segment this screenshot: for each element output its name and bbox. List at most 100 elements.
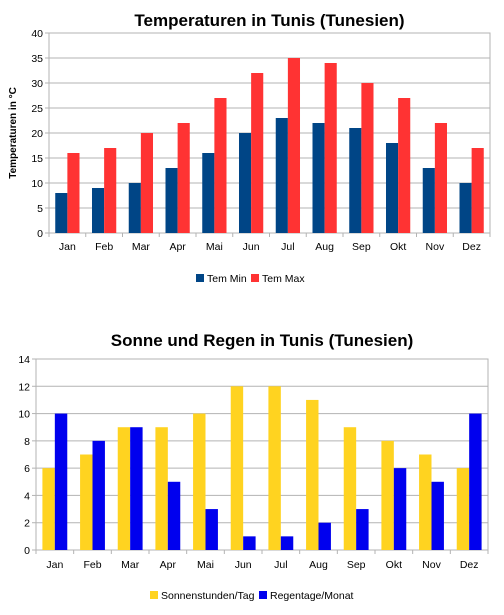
bar-sonnenstunden-tag bbox=[419, 454, 432, 550]
x-tick-label: Sep bbox=[347, 559, 366, 571]
legend: Tem Min Tem Max bbox=[196, 273, 305, 285]
x-tick-label: Jul bbox=[281, 241, 294, 253]
legend-label: Tem Min bbox=[207, 273, 247, 285]
y-tick-label: 4 bbox=[24, 490, 30, 502]
bar-tem-min bbox=[238, 133, 252, 233]
bar-tem-min bbox=[91, 188, 105, 233]
bar-tem-max bbox=[104, 148, 117, 233]
x-tick-label: Nov bbox=[426, 241, 445, 253]
bar-tem-max bbox=[140, 133, 154, 233]
x-tick-label: Apr bbox=[160, 559, 177, 571]
x-tick-label: Aug bbox=[309, 559, 328, 571]
bar-tem-min bbox=[385, 143, 399, 233]
legend-swatch bbox=[196, 274, 204, 282]
legend-swatch bbox=[251, 274, 259, 282]
x-tick-label: Dez bbox=[462, 241, 481, 253]
y-tick-label: 35 bbox=[31, 53, 43, 65]
x-tick-label: Feb bbox=[95, 241, 113, 253]
bar-tem-max bbox=[471, 148, 484, 233]
legend-label: Sonnenstunden/Tag bbox=[161, 590, 255, 602]
x-tick-label: Mai bbox=[206, 241, 223, 253]
legend-label: Regentage/Monat bbox=[270, 590, 354, 602]
y-tick-label: 30 bbox=[31, 78, 43, 90]
y-tick-label: 8 bbox=[24, 436, 30, 448]
bar-sonnenstunden-tag bbox=[306, 399, 319, 550]
bar-tem-max bbox=[287, 58, 301, 233]
bar-regentage-monat bbox=[54, 413, 68, 550]
bar-regentage-monat bbox=[393, 468, 407, 550]
y-tick-label: 14 bbox=[18, 354, 30, 366]
bar-sonnenstunden-tag bbox=[193, 413, 206, 550]
bar-sonnenstunden-tag bbox=[42, 468, 55, 550]
bar-tem-min bbox=[128, 183, 141, 233]
bar-regentage-monat bbox=[431, 481, 444, 550]
x-tick-label: Aug bbox=[315, 241, 334, 253]
chart-title: Sonne und Regen in Tunis (Tunesien) bbox=[111, 331, 414, 350]
x-tick-label: Okt bbox=[386, 559, 402, 571]
bar-sonnenstunden-tag bbox=[381, 440, 394, 550]
y-tick-label: 10 bbox=[31, 178, 43, 190]
x-tick-label: Mai bbox=[197, 559, 214, 571]
x-tick-label: Okt bbox=[390, 241, 406, 253]
bar-tem-max bbox=[67, 153, 80, 233]
bar-regentage-monat bbox=[243, 536, 256, 550]
bar-tem-max bbox=[361, 83, 374, 233]
x-tick-label: Jul bbox=[274, 559, 287, 571]
bar-tem-max bbox=[177, 123, 190, 233]
y-tick-label: 25 bbox=[31, 103, 43, 115]
bar-regentage-monat bbox=[356, 509, 369, 550]
x-tick-label: Jun bbox=[243, 241, 260, 253]
x-tick-label: Apr bbox=[169, 241, 186, 253]
bar-regentage-monat bbox=[280, 536, 294, 550]
y-tick-label: 12 bbox=[18, 381, 30, 393]
bar-sonnenstunden-tag bbox=[268, 386, 281, 550]
chart-2: Sonne und Regen in Tunis (Tunesien) 0 2 4 6 8… bbox=[18, 331, 489, 602]
bar-sonnenstunden-tag bbox=[230, 386, 244, 550]
bar-tem-min bbox=[202, 153, 215, 233]
y-tick-label: 15 bbox=[31, 153, 43, 165]
x-tick-label: Mar bbox=[121, 559, 140, 571]
x-tick-label: Mar bbox=[132, 241, 151, 253]
x-tick-label: Dez bbox=[460, 559, 479, 571]
x-tick-label: Sep bbox=[352, 241, 371, 253]
bar-tem-max bbox=[324, 63, 337, 233]
plot-area bbox=[35, 358, 489, 551]
bar-regentage-monat bbox=[92, 440, 105, 550]
legend: Sonnenstunden/Tag Regentage/Monat bbox=[150, 590, 354, 602]
y-axis-label: Temperaturen in °C bbox=[8, 87, 19, 179]
x-tick-label: Nov bbox=[422, 559, 441, 571]
bar-regentage-monat bbox=[469, 413, 482, 550]
bar-tem-min bbox=[312, 123, 325, 233]
bar-tem-max bbox=[251, 73, 264, 233]
legend-swatch bbox=[150, 591, 158, 599]
x-tick-label: Feb bbox=[83, 559, 101, 571]
bar-tem-max bbox=[398, 98, 411, 233]
bar-tem-min bbox=[165, 168, 178, 233]
chart-title: Temperaturen in Tunis (Tunesien) bbox=[134, 11, 404, 30]
bar-sonnenstunden-tag bbox=[117, 427, 131, 550]
legend-swatch bbox=[259, 591, 267, 599]
y-tick-label: 6 bbox=[24, 463, 30, 475]
y-tick-label: 0 bbox=[37, 228, 43, 240]
legend-label: Tem Max bbox=[262, 273, 305, 285]
bar-regentage-monat bbox=[130, 427, 143, 550]
bar-tem-min bbox=[422, 168, 435, 233]
bar-regentage-monat bbox=[167, 481, 181, 550]
bar-sonnenstunden-tag bbox=[155, 427, 168, 550]
bar-tem-min bbox=[55, 193, 68, 233]
chart-1: Temperaturen in Tunis (Tunesien) 0 5 10 15 20… bbox=[8, 11, 491, 285]
bar-sonnenstunden-tag bbox=[80, 454, 93, 550]
bar-tem-max bbox=[214, 98, 227, 233]
bar-tem-min bbox=[349, 128, 362, 233]
bar-tem-min bbox=[459, 183, 472, 233]
x-tick-label: Jan bbox=[46, 559, 63, 571]
bar-sonnenstunden-tag bbox=[343, 427, 357, 550]
y-tick-label: 10 bbox=[18, 409, 30, 421]
x-tick-label: Jun bbox=[235, 559, 252, 571]
y-tick-label: 2 bbox=[24, 518, 30, 530]
bar-tem-max bbox=[434, 123, 448, 233]
y-tick-label: 5 bbox=[37, 203, 43, 215]
bar-tem-min bbox=[275, 118, 288, 233]
bar-regentage-monat bbox=[318, 522, 331, 550]
